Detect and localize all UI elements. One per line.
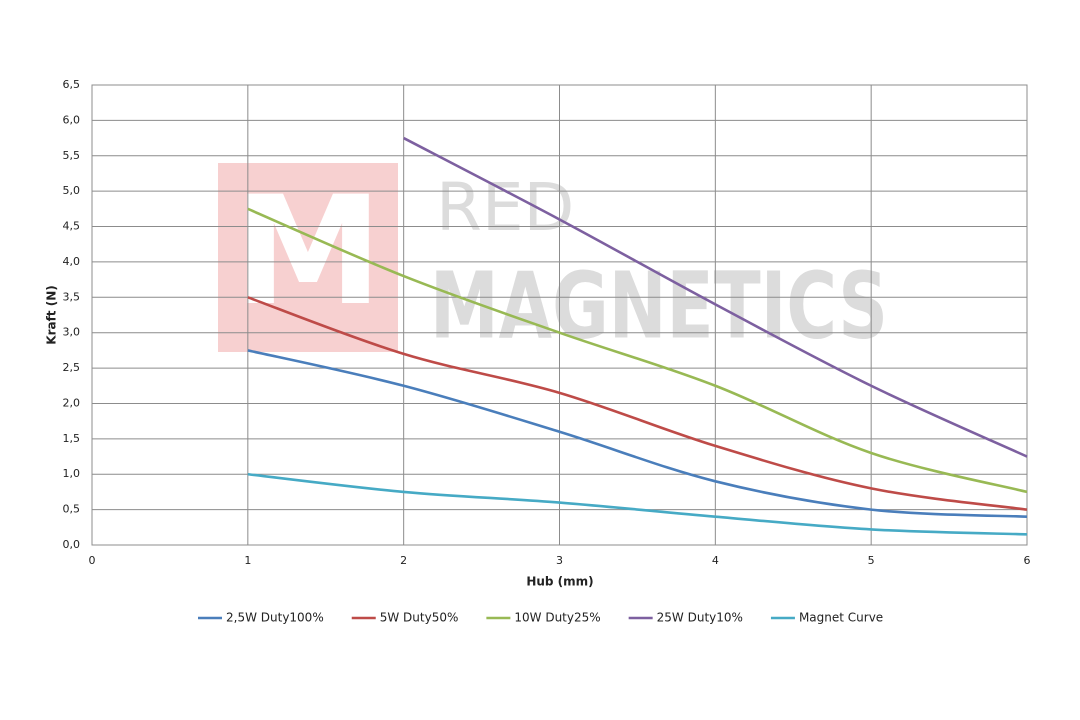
x-axis-title: Hub (mm) <box>526 575 593 589</box>
y-tick-label: 4,5 <box>63 220 81 233</box>
y-axis-title: Kraft (N) <box>45 285 59 344</box>
y-tick-label: 6,5 <box>63 78 81 91</box>
x-tick-label: 5 <box>868 554 875 567</box>
series-line <box>247 472 1028 536</box>
y-tick-label: 6,0 <box>63 113 81 126</box>
y-tick-label: 4,0 <box>63 255 81 268</box>
y-tick-label: 1,5 <box>63 432 81 445</box>
legend-label: 10W Duty25% <box>514 611 600 625</box>
y-tick-label: 2,5 <box>63 361 81 374</box>
legend-label: 25W Duty10% <box>657 611 743 625</box>
watermark-logo: M <box>233 165 382 339</box>
watermark-line2: MAGNETICS <box>430 252 888 359</box>
y-tick-label: 0,0 <box>63 538 81 551</box>
y-tick-label: 3,0 <box>63 326 81 339</box>
x-tick-label: 6 <box>1024 554 1031 567</box>
watermark-line1: RED <box>436 169 574 246</box>
plot-border <box>91 84 1028 546</box>
y-tick-label: 5,0 <box>63 184 81 197</box>
y-tick-label: 5,5 <box>63 149 81 162</box>
y-tick-label: 3,5 <box>63 290 81 303</box>
y-tick-label: 1,0 <box>63 467 81 480</box>
legend-label: Magnet Curve <box>799 611 883 625</box>
series-line <box>247 207 1028 494</box>
legend-label: 5W Duty50% <box>380 611 459 625</box>
series-line <box>403 136 1028 458</box>
y-tick-label: 2,0 <box>63 396 81 409</box>
series-line <box>247 296 1028 511</box>
legend-label: 2,5W Duty100% <box>226 611 324 625</box>
series-line <box>247 349 1028 518</box>
x-tick-label: 1 <box>244 554 251 567</box>
x-tick-label: 3 <box>556 554 563 567</box>
x-tick-label: 0 <box>89 554 96 567</box>
y-tick-label: 0,5 <box>63 503 81 516</box>
x-tick-label: 4 <box>712 554 719 567</box>
x-tick-label: 2 <box>400 554 407 567</box>
